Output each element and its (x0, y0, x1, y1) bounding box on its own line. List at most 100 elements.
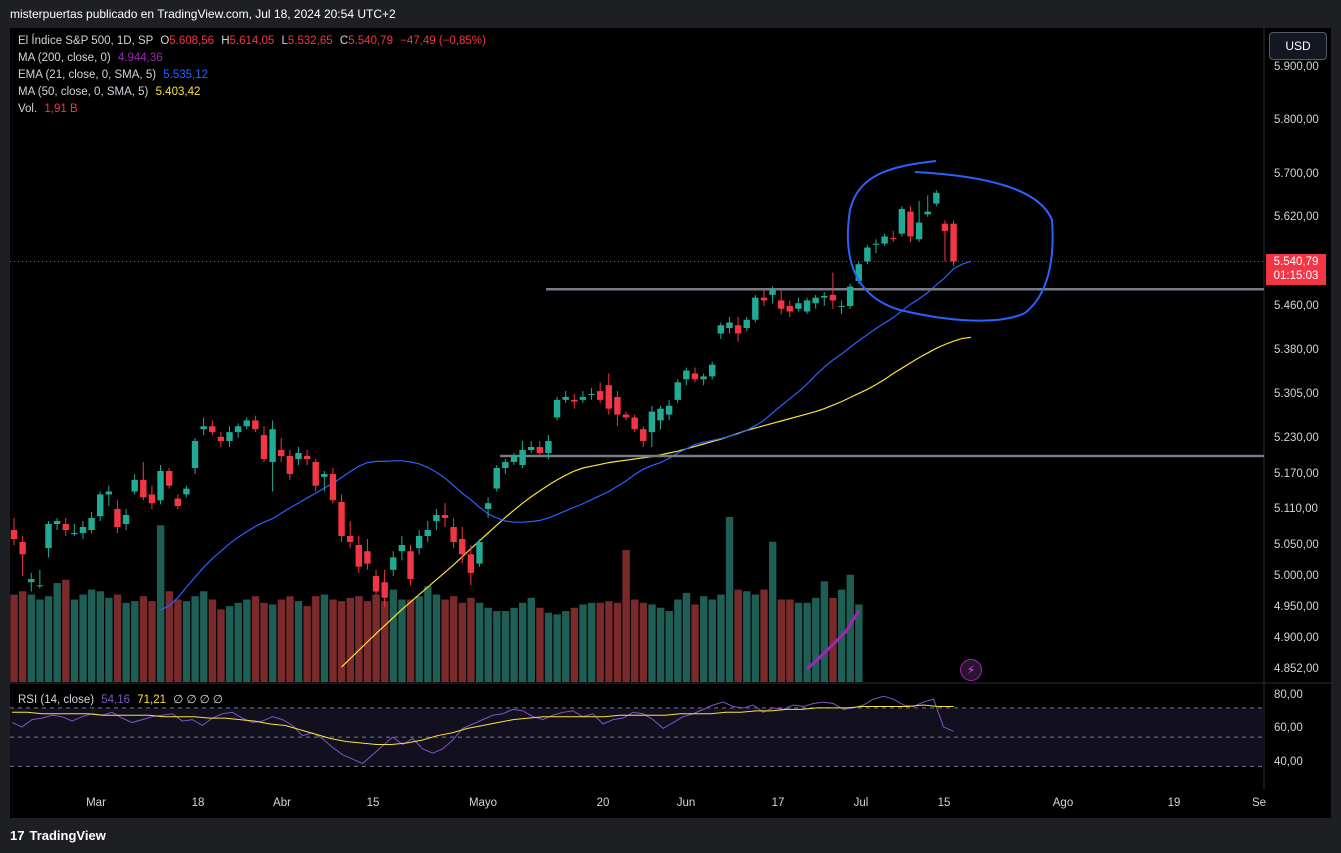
volume-bar (432, 594, 441, 682)
candle-body (191, 441, 199, 468)
volume-bar (286, 596, 294, 682)
volume-bar (458, 602, 467, 682)
candle-body (657, 408, 664, 421)
candle-body (950, 223, 957, 262)
volume-bar (501, 611, 510, 682)
legend-ma200[interactable]: MA (200, close, 0) 4.944,36 (18, 52, 163, 64)
legend-ma50[interactable]: MA (50, close, 0, SMA, 5) 5.403,42 (18, 86, 200, 98)
y-tick: 5.700,00 (1274, 168, 1319, 180)
x-tick: 15 (366, 797, 380, 809)
volume-bar (346, 597, 354, 682)
volume-bar (493, 611, 501, 682)
candle-body (355, 545, 362, 567)
ema21-line (160, 260, 972, 611)
candle-body (562, 396, 569, 400)
last-price: 5.540,79 (1273, 256, 1319, 268)
volume-bar (648, 604, 656, 682)
volume-bar (148, 601, 156, 682)
volume-bar (441, 599, 449, 682)
chart-frame[interactable] (10, 28, 1331, 818)
volume-bar (777, 599, 785, 682)
volume-bar (406, 599, 415, 682)
volume-bar (389, 589, 398, 682)
tradingview-logo[interactable]: 17 TradingView (10, 828, 106, 843)
volume-bar (665, 611, 673, 682)
candle-body (579, 396, 587, 400)
candle-body (614, 396, 621, 415)
volume-bar (562, 611, 570, 682)
candle-body (795, 303, 802, 309)
legend-rsi[interactable]: RSI (14, close) 54,16 71,21 ∅ ∅ ∅ ∅ (18, 692, 223, 706)
y-tick: 5.460,00 (1274, 300, 1319, 312)
legend-main: El Índice S&P 500, 1D, SP O5.608,56 H5.6… (18, 35, 486, 47)
candle-body (528, 447, 535, 450)
volume-bar (743, 591, 751, 682)
volume-bar (415, 596, 423, 682)
rsi-value: 54,16 (101, 694, 131, 706)
volume-bar (62, 579, 70, 682)
candle-body (148, 494, 156, 504)
rsi-ma-value: 71,21 (137, 694, 167, 706)
candle-body (683, 370, 690, 380)
volume-bar (44, 596, 53, 682)
legend-volume[interactable]: Vol. 1,91 B (18, 103, 78, 115)
candle-body (631, 417, 638, 430)
volume-bar (10, 594, 18, 682)
candle-body (493, 468, 500, 489)
volume-bar (398, 599, 406, 682)
volume-bar (475, 602, 484, 682)
candle-body (717, 325, 725, 334)
candle-body (252, 420, 259, 430)
candle-body (338, 502, 345, 536)
candle-body (260, 435, 268, 459)
currency-button[interactable]: USD (1269, 32, 1327, 60)
candle-body (140, 479, 147, 498)
candle-body (441, 515, 449, 518)
volume-bar (820, 581, 829, 682)
volume-bar (303, 606, 311, 682)
volume-bar (19, 591, 27, 682)
volume-bar (27, 594, 36, 682)
y-tick: 5.305,00 (1274, 388, 1319, 400)
volume-bar (596, 602, 604, 682)
x-tick: Mayo (468, 797, 498, 809)
candle-body (97, 494, 104, 517)
tradingview-logo-icon: 17 (10, 828, 25, 843)
ema21-value: 5.535,12 (163, 69, 209, 81)
volume-bar (225, 606, 234, 682)
lightning-icon[interactable]: ⚡ (960, 659, 982, 681)
volume-bar (36, 599, 44, 682)
candle-body (864, 247, 871, 262)
y-tick: 5.380,00 (1274, 344, 1319, 356)
candle-body (398, 545, 406, 552)
candle-body (760, 297, 768, 301)
volume-bar (191, 596, 199, 682)
y-tick: 4.900,00 (1274, 632, 1319, 644)
candle-body (407, 551, 414, 580)
rsi-tick: 40,00 (1274, 756, 1303, 768)
ma200-label: MA (200, close, 0) (18, 52, 111, 64)
y-tick: 5.170,00 (1274, 468, 1319, 480)
publication-header: misterpuertas publicado en TradingView.c… (0, 0, 1341, 28)
candle-body (743, 319, 750, 328)
y-tick: 5.000,00 (1274, 570, 1319, 582)
candle-body (890, 238, 897, 240)
candle-body (157, 471, 164, 501)
candle-body (321, 474, 328, 477)
volume-bar (639, 602, 648, 682)
candle-body (36, 585, 44, 587)
candle-body (79, 527, 87, 533)
candle-body (588, 394, 595, 395)
candle-body (545, 441, 552, 453)
volume-bar (381, 601, 389, 682)
volume-bar (613, 602, 622, 682)
candle-body (536, 447, 544, 453)
symbol-name: El Índice S&P 500, 1D, SP (18, 35, 154, 47)
volume-bar (605, 601, 613, 682)
low-label: L (281, 35, 288, 47)
legend-ema21[interactable]: EMA (21, close, 0, SMA, 5) 5.535,12 (18, 69, 208, 81)
volume-bar (312, 596, 320, 682)
volume-bar (269, 604, 277, 682)
candle-body (622, 414, 630, 418)
